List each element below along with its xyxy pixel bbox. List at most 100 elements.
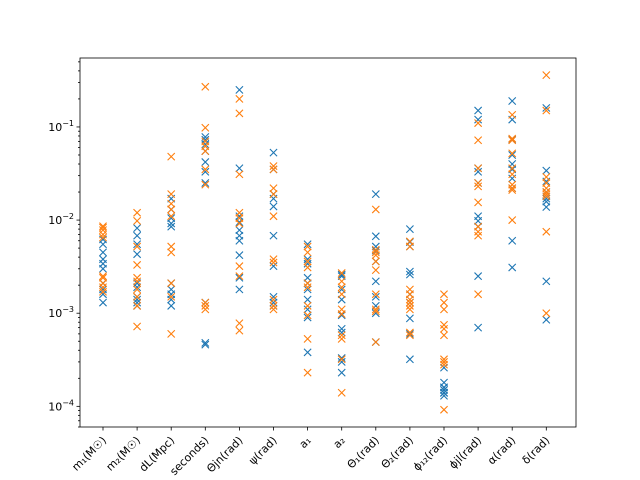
data-point (542, 309, 551, 318)
data-point (167, 329, 176, 338)
data-point (201, 179, 210, 188)
data-point (542, 166, 551, 175)
data-point (99, 240, 107, 249)
data-point (405, 270, 414, 279)
x-category-label: m₁(M☉) (69, 434, 109, 474)
data-point (235, 212, 244, 221)
data-point (133, 224, 142, 233)
data-point (235, 109, 244, 118)
data-point (337, 269, 346, 278)
data-point (303, 301, 312, 310)
data-point (405, 242, 414, 251)
data-point (235, 273, 244, 282)
data-point (99, 287, 107, 296)
data-point (303, 311, 312, 320)
data-point (371, 266, 380, 275)
data-point (371, 305, 380, 314)
data-point (542, 184, 551, 193)
data-point (440, 298, 448, 307)
data-point (235, 170, 244, 179)
data-point (303, 242, 312, 251)
data-point (303, 334, 312, 343)
data-point (440, 360, 448, 369)
data-point (337, 277, 346, 286)
data-point (167, 212, 176, 221)
data-points (99, 71, 551, 414)
data-point (440, 331, 448, 340)
y-tick-exponent: −3 (62, 305, 74, 314)
data-point (269, 292, 278, 301)
data-point (508, 216, 517, 225)
data-point (303, 295, 312, 304)
data-point (474, 179, 483, 188)
data-point (405, 331, 414, 340)
data-point (99, 279, 107, 288)
data-point (269, 165, 278, 174)
data-point (269, 212, 278, 221)
data-point (201, 147, 210, 156)
data-point (201, 340, 210, 349)
data-point (269, 190, 278, 199)
data-point (269, 258, 278, 267)
y-tick-exponent: −2 (62, 212, 74, 221)
data-point (303, 305, 312, 314)
data-point (337, 357, 346, 366)
data-point (167, 292, 176, 301)
data-point (269, 231, 278, 240)
data-point (167, 219, 176, 228)
data-point (133, 240, 142, 249)
data-point (269, 202, 278, 211)
data-point (371, 257, 380, 266)
data-point (542, 106, 551, 115)
data-point (542, 192, 551, 201)
data-point (508, 184, 517, 193)
data-point (99, 230, 107, 239)
data-point (133, 277, 142, 286)
x-category-label: δ(rad) (519, 434, 552, 467)
data-point (303, 313, 312, 322)
data-point (201, 82, 210, 91)
data-point (542, 203, 551, 212)
data-point (133, 250, 142, 259)
data-point (167, 301, 176, 310)
data-point (167, 222, 176, 231)
data-point (235, 94, 244, 103)
x-category-label: m₂(M☉) (104, 434, 144, 474)
data-point (133, 292, 142, 301)
data-point (542, 190, 551, 199)
data-point (337, 331, 346, 340)
data-point (405, 329, 414, 338)
data-point (99, 248, 107, 257)
data-point (269, 301, 278, 310)
data-point (201, 301, 210, 310)
data-point (542, 173, 551, 182)
data-point (303, 263, 312, 272)
data-point (440, 357, 448, 366)
data-point (99, 298, 107, 307)
data-point (337, 334, 346, 343)
x-category-label: Θjn(rad) (204, 434, 245, 475)
data-point (303, 348, 312, 357)
data-point (235, 214, 244, 223)
data-point (303, 368, 312, 377)
data-point (371, 190, 380, 199)
data-point (269, 298, 278, 307)
data-point (269, 305, 278, 314)
y-tick-label: 10−2 (48, 212, 74, 227)
data-point (405, 355, 414, 364)
data-point (508, 97, 517, 105)
x-category-label: ϕjl(rad) (447, 434, 485, 472)
data-point (235, 164, 244, 173)
data-point (474, 290, 483, 299)
x-category-label: ϕ₁₂(rad) (411, 434, 451, 474)
data-point (133, 295, 142, 304)
series-1 (99, 85, 551, 400)
x-category-label: α(rad) (485, 434, 518, 467)
data-point (201, 338, 210, 347)
data-point (99, 222, 107, 231)
data-point (474, 115, 483, 124)
data-point (371, 205, 380, 214)
data-point (508, 174, 517, 183)
data-point (133, 298, 142, 307)
